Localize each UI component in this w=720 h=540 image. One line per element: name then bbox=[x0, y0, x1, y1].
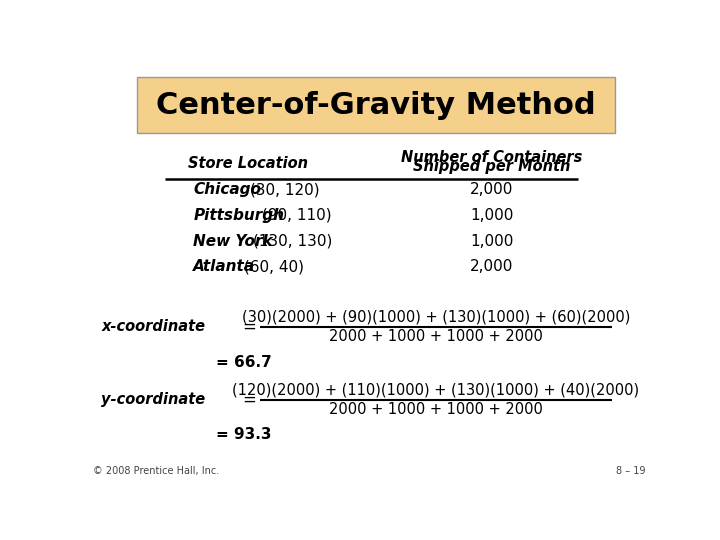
Text: (130, 130): (130, 130) bbox=[248, 234, 333, 248]
Text: (60, 40): (60, 40) bbox=[239, 259, 304, 274]
Text: 2000 + 1000 + 1000 + 2000: 2000 + 1000 + 1000 + 2000 bbox=[329, 402, 543, 416]
Text: 2,000: 2,000 bbox=[470, 182, 513, 197]
Text: 1,000: 1,000 bbox=[470, 234, 513, 248]
Text: Shipped per Month: Shipped per Month bbox=[413, 159, 570, 174]
Text: (90, 110): (90, 110) bbox=[258, 208, 332, 223]
Text: (30, 120): (30, 120) bbox=[245, 182, 319, 197]
Text: 1,000: 1,000 bbox=[470, 208, 513, 223]
Text: New York: New York bbox=[193, 234, 273, 248]
Text: (120)(2000) + (110)(1000) + (130)(1000) + (40)(2000): (120)(2000) + (110)(1000) + (130)(1000) … bbox=[233, 382, 639, 397]
Text: =: = bbox=[242, 390, 256, 409]
Text: Chicago: Chicago bbox=[193, 182, 261, 197]
Text: =: = bbox=[242, 318, 256, 336]
Text: Atlanta: Atlanta bbox=[193, 259, 255, 274]
Text: y-coordinate: y-coordinate bbox=[101, 392, 205, 407]
Text: Center-of-Gravity Method: Center-of-Gravity Method bbox=[156, 91, 595, 120]
Text: © 2008 Prentice Hall, Inc.: © 2008 Prentice Hall, Inc. bbox=[93, 465, 219, 476]
Text: 2000 + 1000 + 1000 + 2000: 2000 + 1000 + 1000 + 2000 bbox=[329, 329, 543, 344]
Text: Pittsburgh: Pittsburgh bbox=[193, 208, 284, 223]
Text: = 93.3: = 93.3 bbox=[215, 427, 271, 442]
Text: 8 – 19: 8 – 19 bbox=[616, 465, 645, 476]
Text: Store Location: Store Location bbox=[188, 156, 307, 171]
Text: = 66.7: = 66.7 bbox=[215, 355, 271, 369]
Text: x-coordinate: x-coordinate bbox=[101, 319, 205, 334]
FancyBboxPatch shape bbox=[138, 77, 615, 133]
Text: (30)(2000) + (90)(1000) + (130)(1000) + (60)(2000): (30)(2000) + (90)(1000) + (130)(1000) + … bbox=[242, 309, 630, 325]
Text: Number of Containers: Number of Containers bbox=[401, 151, 582, 165]
Text: 2,000: 2,000 bbox=[470, 259, 513, 274]
